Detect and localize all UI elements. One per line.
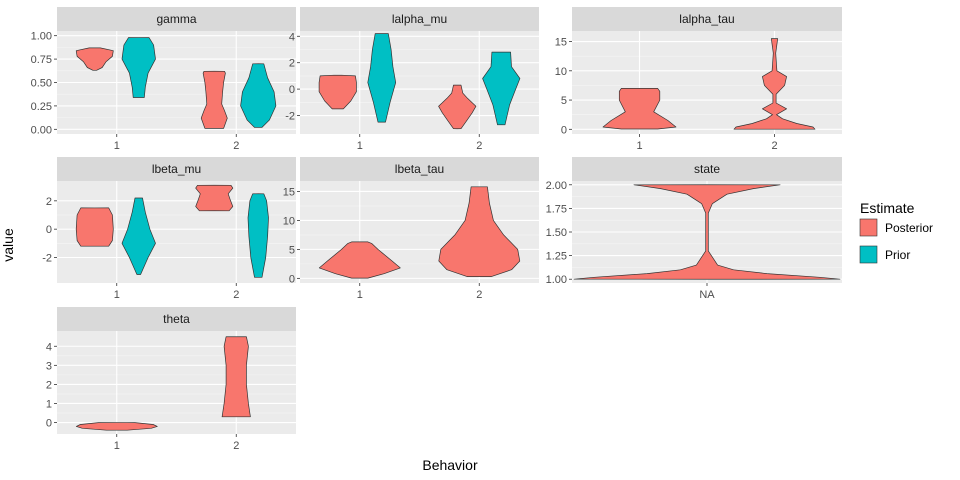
panel-strip-lbeta-mu: [57, 157, 296, 181]
violin-gamma-1-prior: [121, 37, 156, 98]
panel-strip-state: [572, 157, 842, 181]
y-tick-label: 2: [46, 379, 52, 391]
panel-strip-lalpha-mu: [300, 7, 539, 31]
panels: gamma 0.00 0.25 0.50 0.75 1.00 1 2 lalpha_mu -2 0 2…: [31, 7, 842, 452]
y-tick-label: 0.00: [31, 124, 52, 136]
legend-item-posterior: Posterior: [859, 218, 933, 237]
y-tick-label: 3: [46, 360, 52, 372]
violin-gamma-1-posterior: [75, 47, 114, 71]
panel-lalpha-tau: lalpha_tau 0 5 10 15 1 2: [555, 7, 842, 152]
violin-lalpha-tau-2-posterior: [733, 38, 816, 130]
y-tick-label: 4: [46, 341, 52, 353]
y-tick-label: 0: [289, 84, 295, 96]
violin-lbeta-tau-2-posterior: [438, 186, 521, 277]
violin-lbeta-mu-1-posterior: [75, 207, 114, 247]
y-tick-label: 2: [289, 58, 295, 70]
x-tick-label: 2: [233, 440, 239, 452]
y-tick-label: 0: [561, 124, 567, 136]
y-tick-label: 15: [283, 186, 295, 198]
panel-title-lbeta-mu: lbeta_mu: [152, 162, 201, 176]
x-tick-label: 2: [476, 289, 482, 301]
violin-lbeta-mu-2-prior: [247, 193, 269, 278]
y-tick-label: -2: [285, 111, 295, 123]
y-tick-label: 1: [46, 398, 52, 410]
violin-lalpha-mu-2-posterior: [438, 84, 477, 130]
panel-title-lalpha-tau: lalpha_tau: [679, 12, 734, 26]
panel-background-theta: [57, 331, 296, 434]
violin-state-na-posterior: [573, 184, 841, 280]
panel-title-gamma: gamma: [156, 12, 196, 26]
panel-lalpha-mu: lalpha_mu -2 0 2 4 1 2: [285, 7, 539, 152]
y-tick-label: 5: [561, 95, 567, 107]
legend-item-prior: Prior: [859, 245, 910, 264]
x-tick-label: 1: [114, 440, 120, 452]
y-tick-label: -2: [42, 253, 52, 265]
panel-strip-theta: [57, 307, 296, 331]
y-tick-label: 0: [289, 273, 295, 285]
panel-lbeta-tau: lbeta_tau 0 5 10 15 1 2: [283, 157, 539, 301]
x-tick-label: 1: [114, 289, 120, 301]
panel-title-lalpha-mu: lalpha_mu: [392, 12, 447, 26]
violin-lalpha-tau-1-posterior: [602, 88, 677, 130]
y-axis-title: value: [0, 228, 16, 262]
legend-key-prior: [859, 245, 878, 264]
x-tick-label: NA: [699, 289, 715, 301]
y-tick-label: 1.00: [31, 31, 52, 43]
y-tick-label: 5: [289, 244, 295, 256]
x-axis-title: Behavior: [422, 457, 478, 473]
y-tick-label: 15: [555, 37, 567, 49]
panel-title-lbeta-tau: lbeta_tau: [395, 162, 444, 176]
violin-gamma-2-prior: [240, 63, 277, 128]
legend: Estimate Posterior Prior: [859, 200, 933, 264]
panel-strip-gamma: [57, 7, 296, 31]
panel-strip-lbeta-tau: [300, 157, 539, 181]
legend-label-prior: Prior: [885, 248, 910, 262]
panel-state: state 1.00 1.25 1.50 1.75 2.00 NA: [546, 157, 842, 301]
y-tick-label: 4: [289, 31, 295, 43]
y-tick-label: 0.25: [31, 101, 52, 113]
x-tick-label: 2: [476, 140, 482, 152]
x-tick-label: 1: [114, 140, 120, 152]
violin-lalpha-mu-2-prior: [482, 51, 521, 126]
y-tick-label: 1.00: [546, 274, 567, 286]
x-tick-label: 1: [357, 140, 363, 152]
y-tick-label: 2.00: [546, 180, 567, 192]
violin-theta-1-posterior: [75, 422, 158, 431]
y-tick-label: 0.50: [31, 78, 52, 90]
y-tick-label: 10: [555, 66, 567, 78]
y-tick-label: 10: [283, 215, 295, 227]
y-tick-label: 0.75: [31, 54, 52, 66]
violin-theta-2-posterior: [221, 336, 251, 418]
x-tick-label: 1: [357, 289, 363, 301]
violin-gamma-2-posterior: [200, 70, 228, 129]
x-tick-label: 2: [233, 140, 239, 152]
y-tick-label: 1.25: [546, 251, 567, 263]
panel-title-theta: theta: [163, 312, 190, 326]
panel-strip-lalpha-tau: [572, 7, 842, 31]
x-tick-label: 2: [233, 289, 239, 301]
violin-lalpha-mu-1-posterior: [318, 74, 357, 110]
panel-theta: theta 0 1 2 3 4 1 2: [46, 307, 296, 452]
panel-title-state: state: [694, 162, 720, 176]
y-tick-label: 0: [46, 224, 52, 236]
violin-lbeta-mu-2-posterior: [195, 184, 234, 212]
panel-lbeta-mu: lbeta_mu -2 0 2 1 2: [42, 157, 296, 301]
y-tick-label: 1.75: [546, 203, 567, 215]
y-tick-label: 1.50: [546, 227, 567, 239]
panel-background-lalpha-tau: [572, 31, 842, 134]
violin-lbeta-mu-1-prior: [121, 197, 156, 275]
violin-lalpha-mu-1-prior: [367, 33, 397, 123]
y-tick-label: 2: [46, 196, 52, 208]
x-tick-label: 1: [636, 140, 642, 152]
panel-gamma: gamma 0.00 0.25 0.50 0.75 1.00 1 2: [31, 7, 296, 152]
legend-key-posterior: [859, 218, 878, 237]
legend-label-posterior: Posterior: [885, 221, 933, 235]
legend-title: Estimate: [860, 200, 915, 216]
x-tick-label: 2: [771, 140, 777, 152]
violin-lbeta-tau-1-posterior: [318, 241, 401, 279]
y-tick-label: 0: [46, 418, 52, 430]
